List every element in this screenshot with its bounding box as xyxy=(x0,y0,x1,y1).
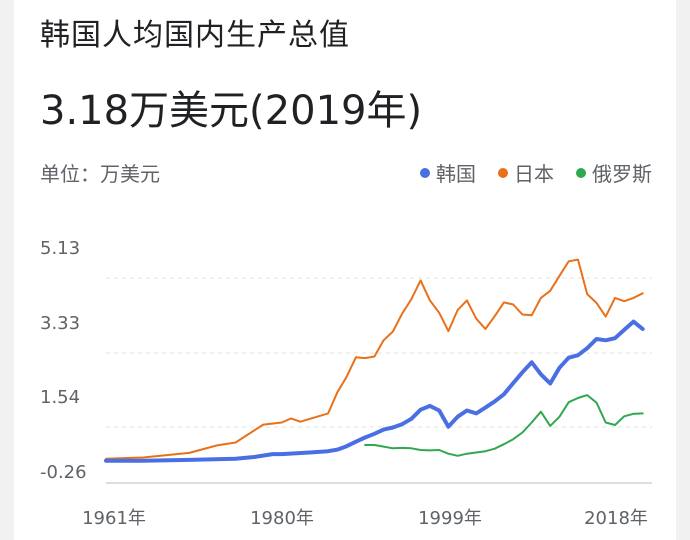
legend-item-russia[interactable]: 俄罗斯 xyxy=(576,158,652,187)
series-line-russia xyxy=(364,394,644,457)
legend-label-korea: 韩国 xyxy=(436,162,476,186)
x-tick-label: 2018年 xyxy=(584,508,648,529)
legend-item-korea[interactable]: 韩国 xyxy=(420,158,476,187)
legend-dot-japan xyxy=(498,167,508,178)
grid-lines xyxy=(106,277,652,484)
y-tick-label: 1.54 xyxy=(40,387,80,408)
x-tick-label: 1999年 xyxy=(418,508,482,529)
legend: 韩国 日本 俄罗斯 xyxy=(420,158,652,187)
y-tick-label: 5.13 xyxy=(40,238,80,259)
y-tick-label: -0.26 xyxy=(40,462,87,483)
unit-label: 单位：万美元 xyxy=(40,162,160,186)
legend-item-japan[interactable]: 日本 xyxy=(498,158,554,187)
y-axis-ticks: 5.13 3.33 1.54 -0.26 xyxy=(40,238,87,483)
series-lines xyxy=(104,258,645,463)
legend-label-russia: 俄罗斯 xyxy=(592,162,652,186)
x-tick-label: 1980年 xyxy=(250,508,314,529)
headline-value: 3.18万美元(2019年) xyxy=(40,88,423,134)
chart-card: 韩国人均国内生产总值 3.18万美元(2019年) 单位：万美元 韩国 日本 俄… xyxy=(14,0,676,540)
series-line-japan xyxy=(105,258,644,460)
legend-label-japan: 日本 xyxy=(514,162,554,186)
legend-dot-russia xyxy=(576,167,586,178)
x-axis-ticks: 1961年 1980年 1999年 2018年 xyxy=(82,508,648,529)
series-line-korea xyxy=(104,319,645,463)
x-tick-label: 1961年 xyxy=(82,508,146,529)
legend-dot-korea xyxy=(420,167,430,178)
chart-title: 韩国人均国内生产总值 xyxy=(40,18,350,53)
y-tick-label: 3.33 xyxy=(40,313,80,334)
